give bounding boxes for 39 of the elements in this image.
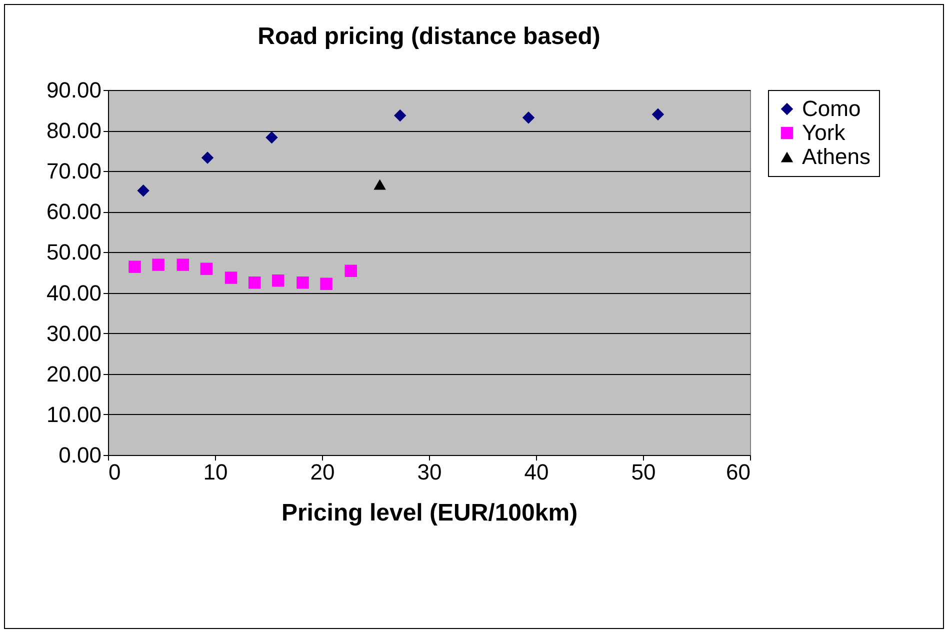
point (248, 276, 261, 289)
point (152, 258, 164, 271)
x-tick-label: 10 (203, 460, 228, 484)
x-tick-label: 60 (726, 460, 750, 484)
point (224, 272, 238, 284)
point (137, 184, 150, 197)
point (176, 258, 190, 271)
x-tick-label: 0 (108, 460, 121, 484)
x-tick-label: 50 (631, 460, 656, 484)
chart-title: Road pricing (distance based) (258, 23, 600, 50)
legend-label: Athens (802, 144, 870, 169)
point (522, 111, 535, 124)
y-tick-label: 0.00 (58, 442, 102, 468)
legend-label: Como (802, 96, 861, 121)
point (652, 108, 664, 120)
y-tick-label: 80.00 (46, 118, 102, 144)
point (296, 276, 309, 289)
point (201, 152, 214, 164)
y-tick-label: 50.00 (46, 240, 102, 265)
y-tick-label: 70.00 (46, 158, 102, 184)
y-tick-label: 90.00 (46, 78, 102, 102)
point (374, 179, 386, 190)
y-tick-label: 60.00 (46, 199, 102, 224)
x-axis-title: Pricing level (EUR/100km) (281, 500, 578, 526)
point (266, 131, 278, 144)
y-tick-label: 10.00 (46, 402, 102, 427)
point (344, 264, 358, 277)
y-tick-label: 40.00 (46, 280, 102, 306)
y-tick-label: 20.00 (46, 361, 102, 386)
point (320, 278, 332, 290)
point (272, 274, 284, 287)
x-tick-label: 40 (524, 460, 549, 484)
x-tick-label: 20 (310, 460, 335, 484)
legend-label: York (802, 120, 846, 145)
point (200, 262, 213, 275)
point (128, 260, 141, 273)
y-tick-label: 30.00 (46, 320, 102, 346)
x-tick-label: 30 (417, 460, 442, 484)
point (394, 109, 406, 122)
